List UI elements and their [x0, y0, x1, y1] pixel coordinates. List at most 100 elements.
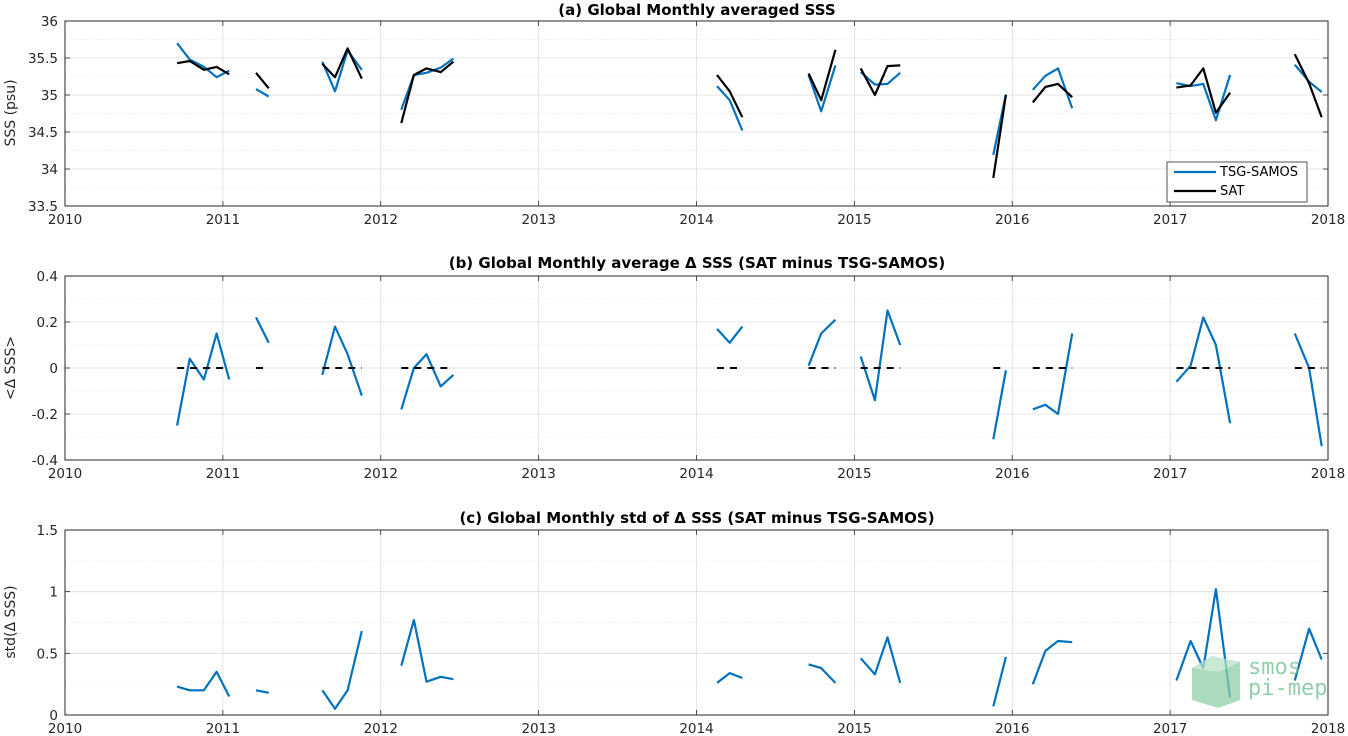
legend-label-tsg-samos: TSG-SAMOS	[1219, 165, 1298, 180]
series-line-sat	[716, 74, 744, 118]
y-tick-label: 0.4	[37, 269, 58, 285]
series-line-tsg-samos	[1031, 67, 1074, 109]
series-line-series-1	[992, 656, 1007, 707]
y-tick-label: 35	[41, 88, 58, 104]
series-line-tsg-samos	[400, 57, 455, 111]
series-line-sat	[321, 47, 363, 80]
smos-pi-mep-logo: smos pi-mep	[1192, 655, 1327, 708]
series-line-series-1	[400, 353, 455, 410]
x-tick-label: 2016	[995, 466, 1029, 482]
x-tick-label: 2015	[837, 466, 871, 482]
x-tick-label: 2013	[521, 721, 555, 736]
series-line-tsg-samos	[176, 42, 230, 79]
series-line-sat	[400, 60, 455, 124]
plot-frame-a	[64, 20, 1329, 207]
series-line-series-1	[1175, 316, 1232, 424]
panel-a: (a) Global Monthly averaged SSS 2010 2011…	[3, 1, 1345, 228]
y-axis-label-c: std(Δ SSS)	[3, 585, 19, 658]
x-ticks-c: 2010 2011 2012 2013 2014 2015 2016 2017 2018	[48, 530, 1345, 736]
x-tick-label: 2018	[1311, 466, 1345, 482]
logo-text-smos: smos	[1248, 655, 1301, 680]
logo-text-pi-mep: pi-mep	[1248, 676, 1327, 701]
x-tick-label: 2014	[679, 721, 713, 736]
series-line-series-1	[1031, 639, 1073, 685]
x-tick-label: 2013	[521, 466, 555, 482]
chart-title-a: (a) Global Monthly averaged SSS	[558, 1, 835, 19]
series-line-series-1	[255, 316, 270, 344]
series-line-sat	[1031, 82, 1073, 104]
series-line-series-1	[1032, 333, 1074, 416]
y-axis-label-a: SSS (psu)	[3, 79, 19, 146]
plot-frame-b	[64, 275, 1329, 461]
y-tick-label: -0.4	[32, 453, 58, 469]
series-line-series-1	[321, 325, 363, 396]
series-line-sat	[992, 94, 1007, 179]
legend-box	[1166, 161, 1308, 203]
x-tick-label: 2011	[206, 212, 240, 228]
grid-a	[64, 20, 1329, 207]
y-tick-label: 1	[49, 585, 58, 601]
legend-label-sat: SAT	[1220, 184, 1244, 199]
y-tick-label: 35.5	[28, 51, 58, 67]
y-tick-label: 0	[49, 361, 58, 377]
series-line-series-1	[859, 636, 902, 684]
series-lines-b	[176, 309, 1323, 447]
series-lines-a	[176, 42, 1323, 179]
series-line-series-1	[716, 671, 743, 684]
series-line-sat	[859, 64, 901, 97]
legend: TSG-SAMOS SAT	[1166, 161, 1308, 203]
series-line-sat	[255, 72, 270, 89]
x-tick-label: 2015	[837, 212, 871, 228]
series-line-series-1	[176, 670, 231, 697]
x-tick-label: 2011	[206, 466, 240, 482]
y-ticks-a: 33.5 34 34.5 35 35.5 36	[28, 14, 1328, 215]
x-tick-label: 2012	[364, 721, 398, 736]
x-tick-label: 2018	[1311, 212, 1345, 228]
series-line-series-1	[992, 370, 1007, 440]
series-line-sat	[1176, 67, 1231, 114]
x-tick-label: 2010	[48, 212, 82, 228]
x-tick-label: 2012	[364, 466, 398, 482]
series-line-series-1	[807, 318, 837, 367]
panel-b: (b) Global Monthly average Δ SSS (SAT mi…	[3, 254, 1345, 482]
x-tick-label: 2013	[521, 212, 555, 228]
x-tick-label: 2012	[364, 212, 398, 228]
series-line-series-1	[321, 630, 363, 710]
series-line-tsg-samos	[859, 71, 901, 86]
x-tick-label: 2016	[995, 212, 1029, 228]
logo-cube-face-icon	[1192, 656, 1240, 672]
chart-title-c: (c) Global Monthly std of Δ SSS (SAT min…	[459, 509, 934, 527]
series-line-series-1	[400, 618, 454, 683]
series-line-series-1	[1293, 627, 1323, 681]
series-line-tsg-samos	[716, 85, 744, 131]
x-tick-label: 2017	[1153, 721, 1187, 736]
y-tick-label: -0.2	[32, 407, 58, 423]
y-tick-label: 0.5	[37, 646, 58, 662]
x-tick-label: 2015	[837, 721, 871, 736]
series-line-series-1	[716, 325, 744, 344]
x-tick-label: 2017	[1153, 212, 1187, 228]
series-line-series-1	[859, 309, 902, 402]
y-axis-label-b: <Δ SSS>	[3, 336, 19, 400]
series-line-tsg-samos	[321, 49, 363, 93]
y-tick-label: 0	[49, 708, 58, 724]
x-tick-label: 2014	[679, 466, 713, 482]
panel-c: (c) Global Monthly std of Δ SSS (SAT min…	[3, 509, 1345, 736]
x-tick-label: 2010	[48, 721, 82, 736]
y-tick-label: 36	[41, 14, 58, 30]
y-tick-label: 34.5	[28, 125, 58, 141]
plot-frame-c	[64, 529, 1329, 716]
series-line-series-1	[255, 689, 269, 694]
series-line-tsg-samos	[255, 88, 270, 98]
x-tick-label: 2016	[995, 721, 1029, 736]
series-line-sat	[807, 49, 837, 102]
x-tick-label: 2017	[1153, 466, 1187, 482]
x-tick-label: 2010	[48, 466, 82, 482]
y-tick-label: 0.2	[37, 315, 58, 331]
y-ticks-b: -0.4 -0.2 0 0.2 0.4	[32, 269, 1328, 469]
series-line-series-1	[808, 663, 837, 684]
series-line-tsg-samos	[807, 65, 837, 113]
y-tick-label: 1.5	[37, 523, 58, 539]
x-tick-label: 2018	[1311, 721, 1345, 736]
